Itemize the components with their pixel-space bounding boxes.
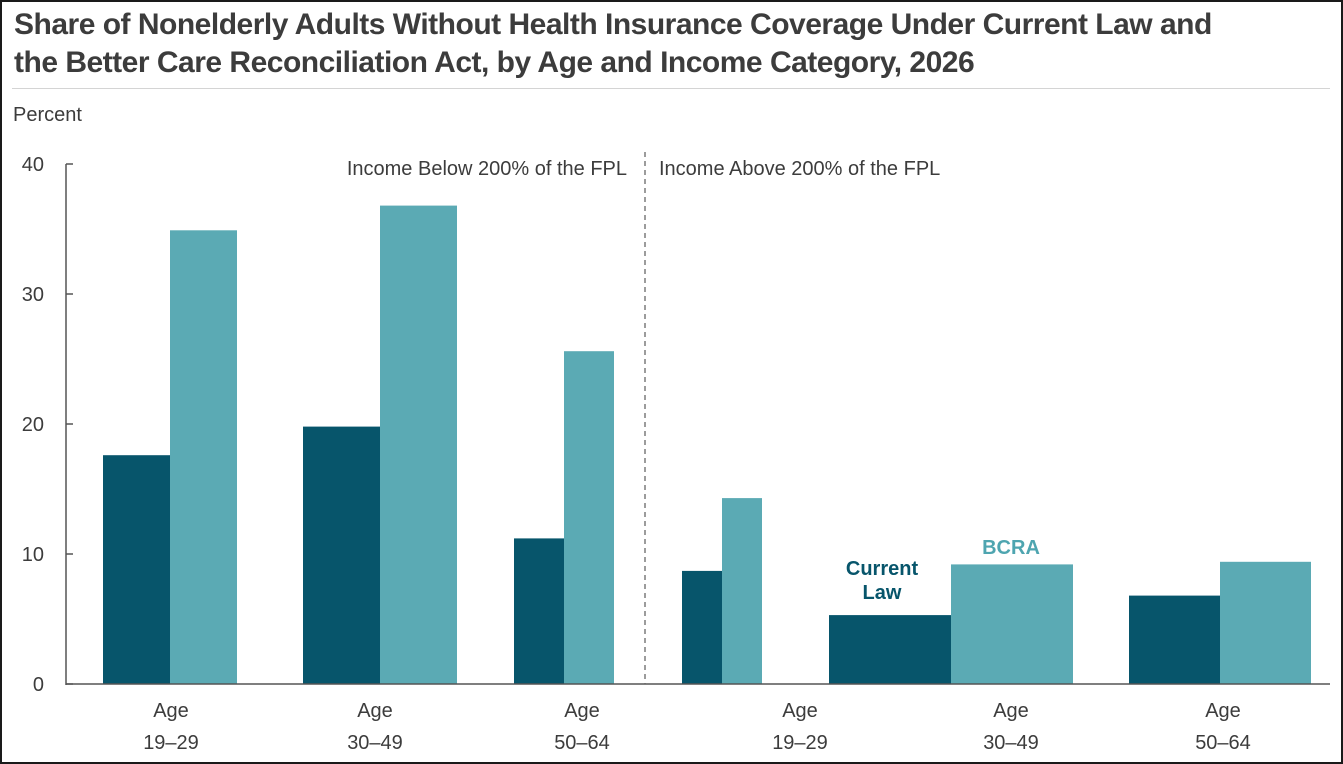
y-axis-tick-label: 40 bbox=[22, 154, 44, 176]
y-axis-tick-label: 30 bbox=[22, 284, 44, 306]
chart-title-line-2: the Better Care Reconciliation Act, by A… bbox=[14, 46, 975, 79]
x-axis-category-sublabel: 30–49 bbox=[983, 732, 1039, 754]
current-law-bar bbox=[103, 455, 170, 684]
x-axis-category-label: Age bbox=[564, 700, 600, 722]
group-label-above-200-fpl: Income Above 200% of the FPL bbox=[659, 158, 940, 180]
x-axis-category-sublabel: 50–64 bbox=[1195, 732, 1251, 754]
bcra-bar bbox=[170, 230, 237, 685]
y-axis-unit-label: Percent bbox=[13, 104, 82, 126]
bcra-bar bbox=[380, 205, 457, 684]
bcra-bar bbox=[951, 564, 1073, 684]
series-label-current-law-line-2: Law bbox=[863, 582, 902, 604]
x-axis-category-label: Age bbox=[782, 700, 818, 722]
bcra-bar bbox=[722, 498, 762, 684]
group-label-below-200-fpl: Income Below 200% of the FPL bbox=[347, 158, 627, 180]
bcra-bar bbox=[1220, 561, 1311, 684]
bcra-bar bbox=[564, 351, 614, 684]
chart-title: Share of Nonelderly Adults Without Healt… bbox=[14, 6, 1324, 82]
x-axis-category-label: Age bbox=[1205, 700, 1241, 722]
x-axis-category-label: Age bbox=[153, 700, 189, 722]
chart-title-line-1: Share of Nonelderly Adults Without Healt… bbox=[14, 8, 1212, 41]
series-label-bcra: BCRA bbox=[982, 537, 1040, 559]
x-axis-category-sublabel: 19–29 bbox=[143, 732, 199, 754]
current-law-bar bbox=[303, 426, 380, 684]
y-axis-tick-label: 10 bbox=[22, 544, 44, 566]
y-axis-tick-label: 0 bbox=[33, 674, 44, 696]
series-label-current-law: Current bbox=[846, 558, 919, 580]
current-law-bar bbox=[514, 538, 564, 684]
x-axis-category-sublabel: 30–49 bbox=[347, 732, 403, 754]
x-axis-category-label: Age bbox=[357, 700, 393, 722]
current-law-bar bbox=[682, 570, 722, 684]
x-axis-category-sublabel: 50–64 bbox=[554, 732, 610, 754]
title-divider bbox=[12, 88, 1330, 89]
x-axis-category-sublabel: 19–29 bbox=[772, 732, 828, 754]
y-axis-tick-label: 20 bbox=[22, 414, 44, 436]
current-law-bar bbox=[1129, 595, 1220, 684]
x-axis-category-label: Age bbox=[993, 700, 1029, 722]
current-law-bar bbox=[829, 615, 951, 684]
